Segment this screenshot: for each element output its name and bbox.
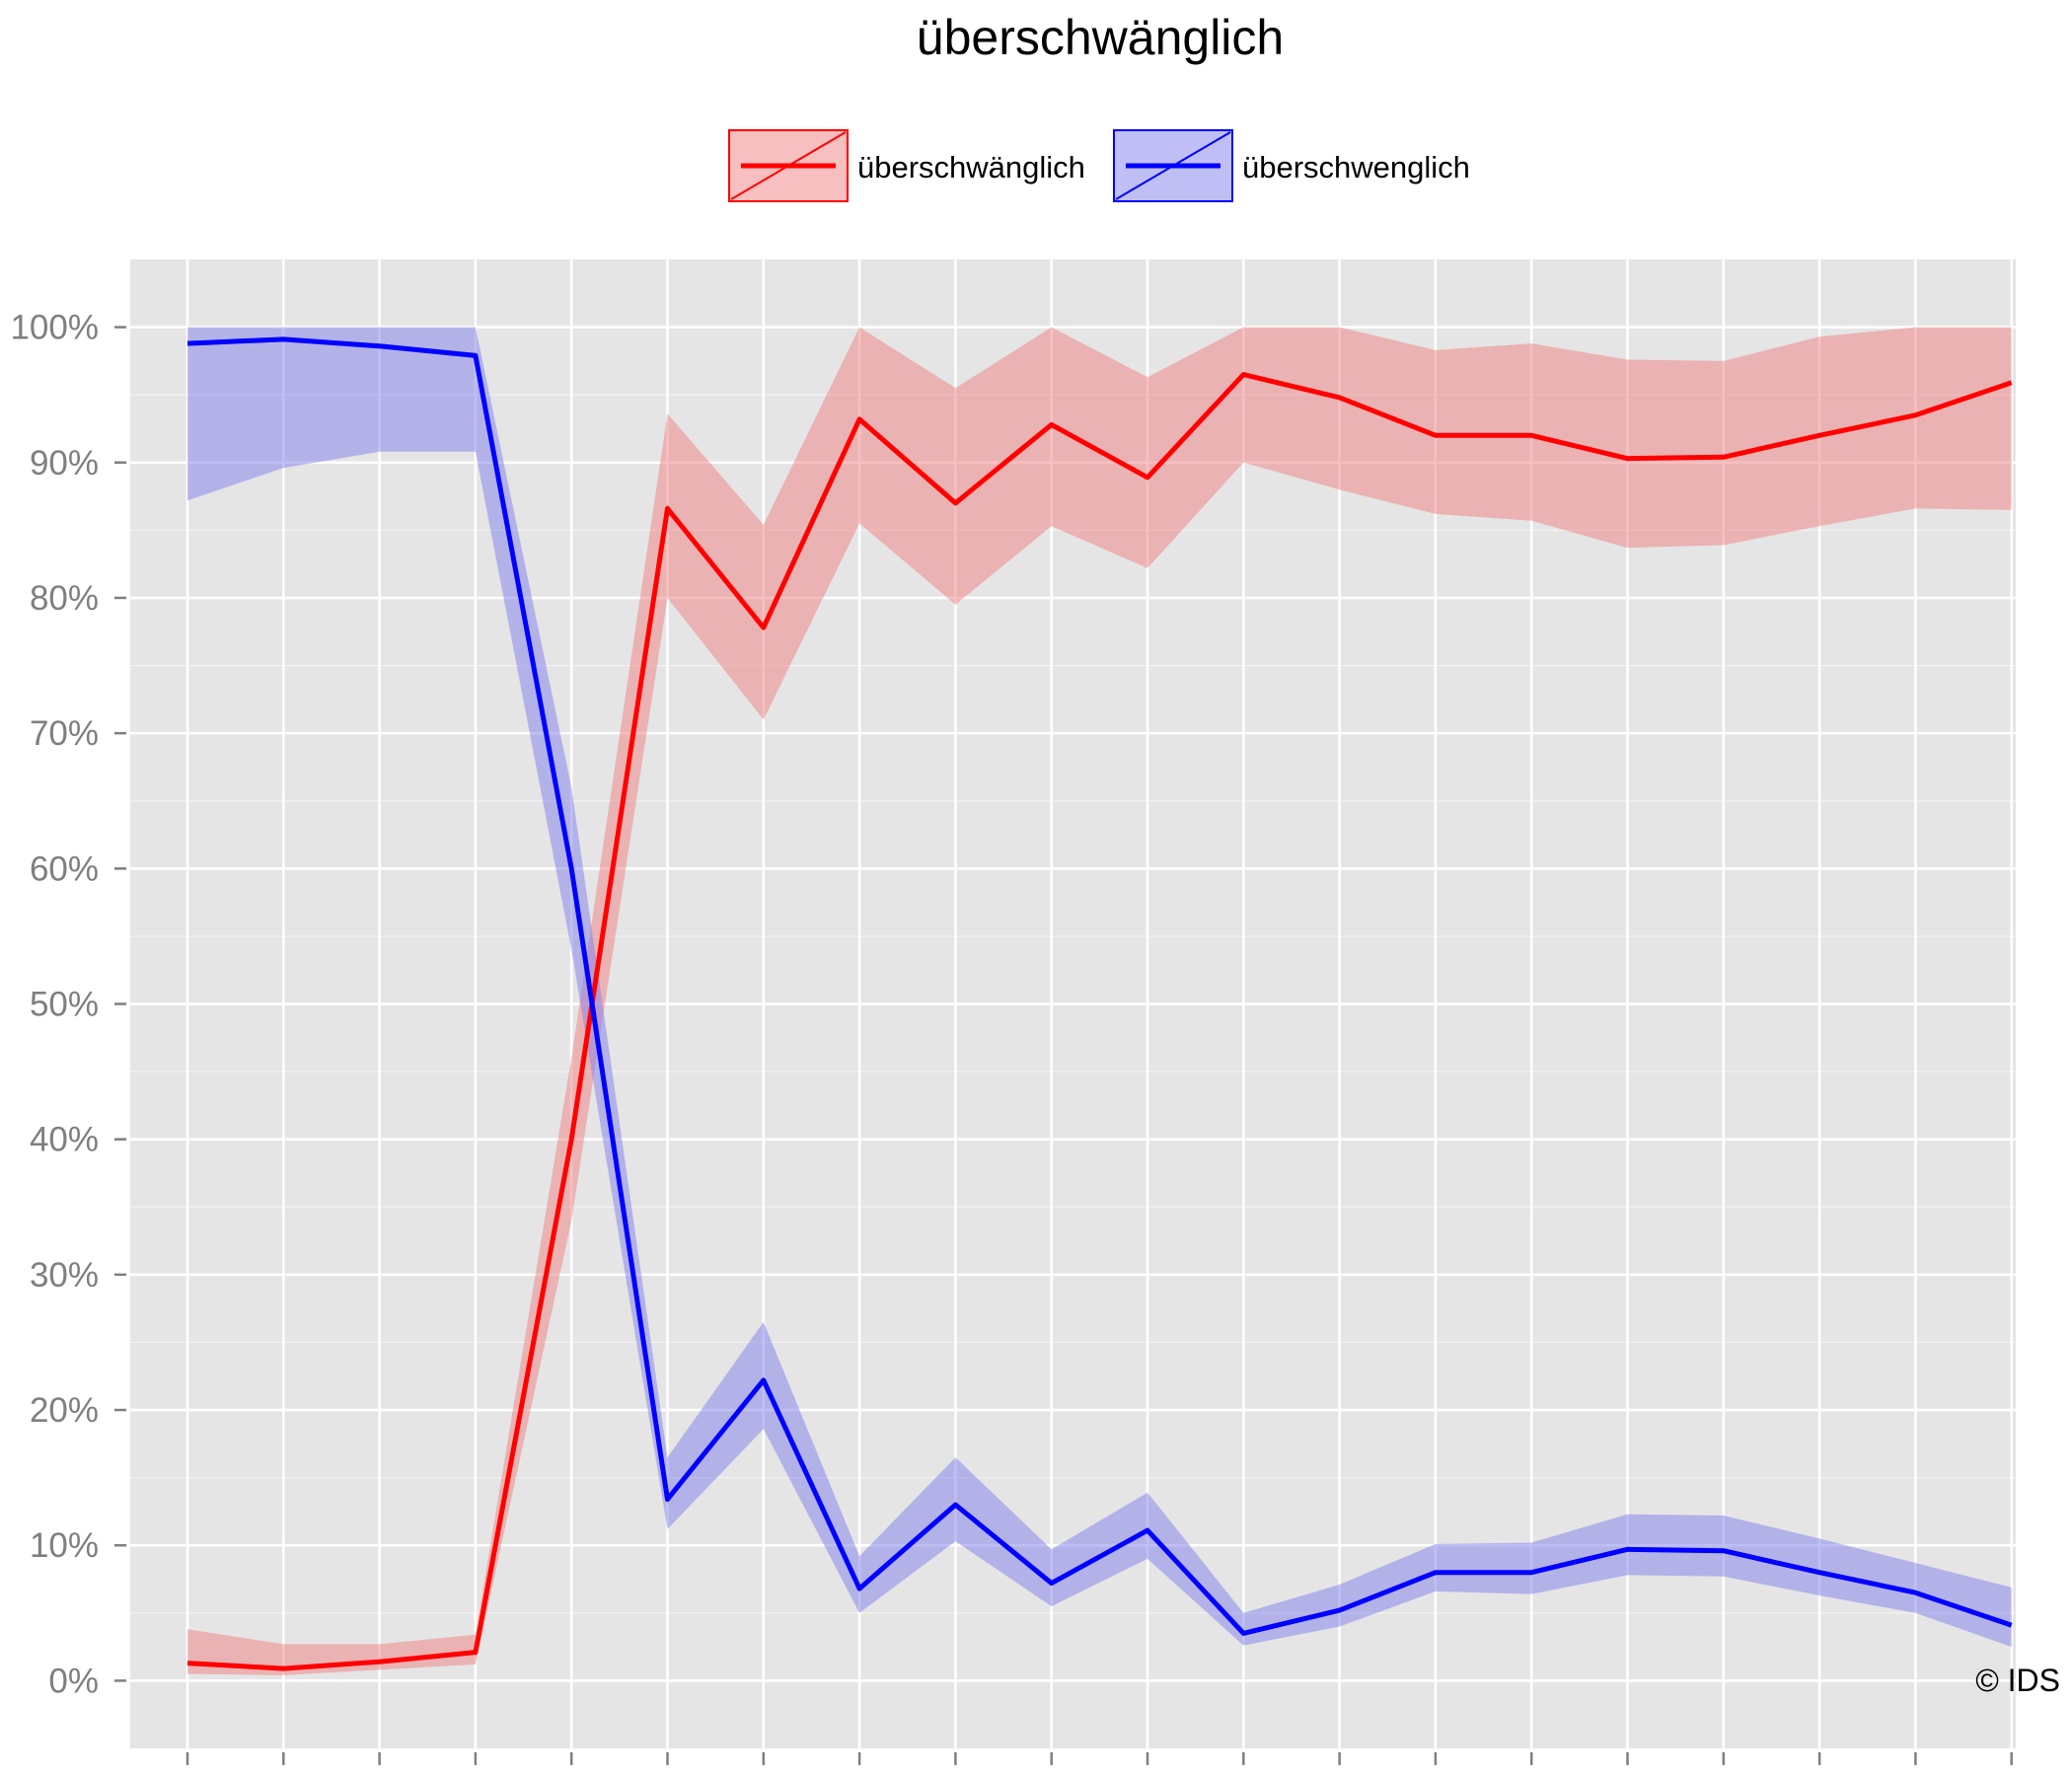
confidence-band-2: [187, 327, 2012, 1648]
legend-item-1: überschwänglich: [728, 129, 1085, 202]
y-tick-label: 70%: [30, 714, 99, 753]
y-tick-label: 0%: [48, 1662, 99, 1700]
y-tick-label: 20%: [30, 1391, 99, 1430]
y-tick-label: 60%: [30, 850, 99, 888]
y-tick-label: 80%: [30, 579, 99, 618]
series-lines: [186, 336, 2013, 1671]
y-tick-label: 30%: [30, 1256, 99, 1295]
legend: überschwänglich überschwenglich: [728, 129, 1470, 202]
series-line-1: [186, 372, 2013, 1671]
y-axis: 0% 10% 20% 30% 40% 50% 60% 70% 80% 90% 100%: [10, 309, 126, 1700]
y-tick-label: 90%: [30, 444, 99, 482]
y-tick-label: 40%: [30, 1121, 99, 1159]
series-line-2: [186, 336, 2013, 1636]
chart-title: überschwänglich: [917, 10, 1284, 65]
y-tick-label: 10%: [30, 1526, 99, 1565]
credit-label: © IDS: [1975, 1663, 2060, 1698]
x-axis: [185, 1752, 2013, 1765]
y-tick-label: 100%: [10, 309, 99, 347]
legend-label-2: überschwenglich: [1242, 150, 1470, 185]
y-tick-label: 50%: [30, 986, 99, 1024]
legend-item-2: überschwenglich: [1113, 129, 1470, 202]
legend-label-1: überschwänglich: [857, 150, 1085, 185]
